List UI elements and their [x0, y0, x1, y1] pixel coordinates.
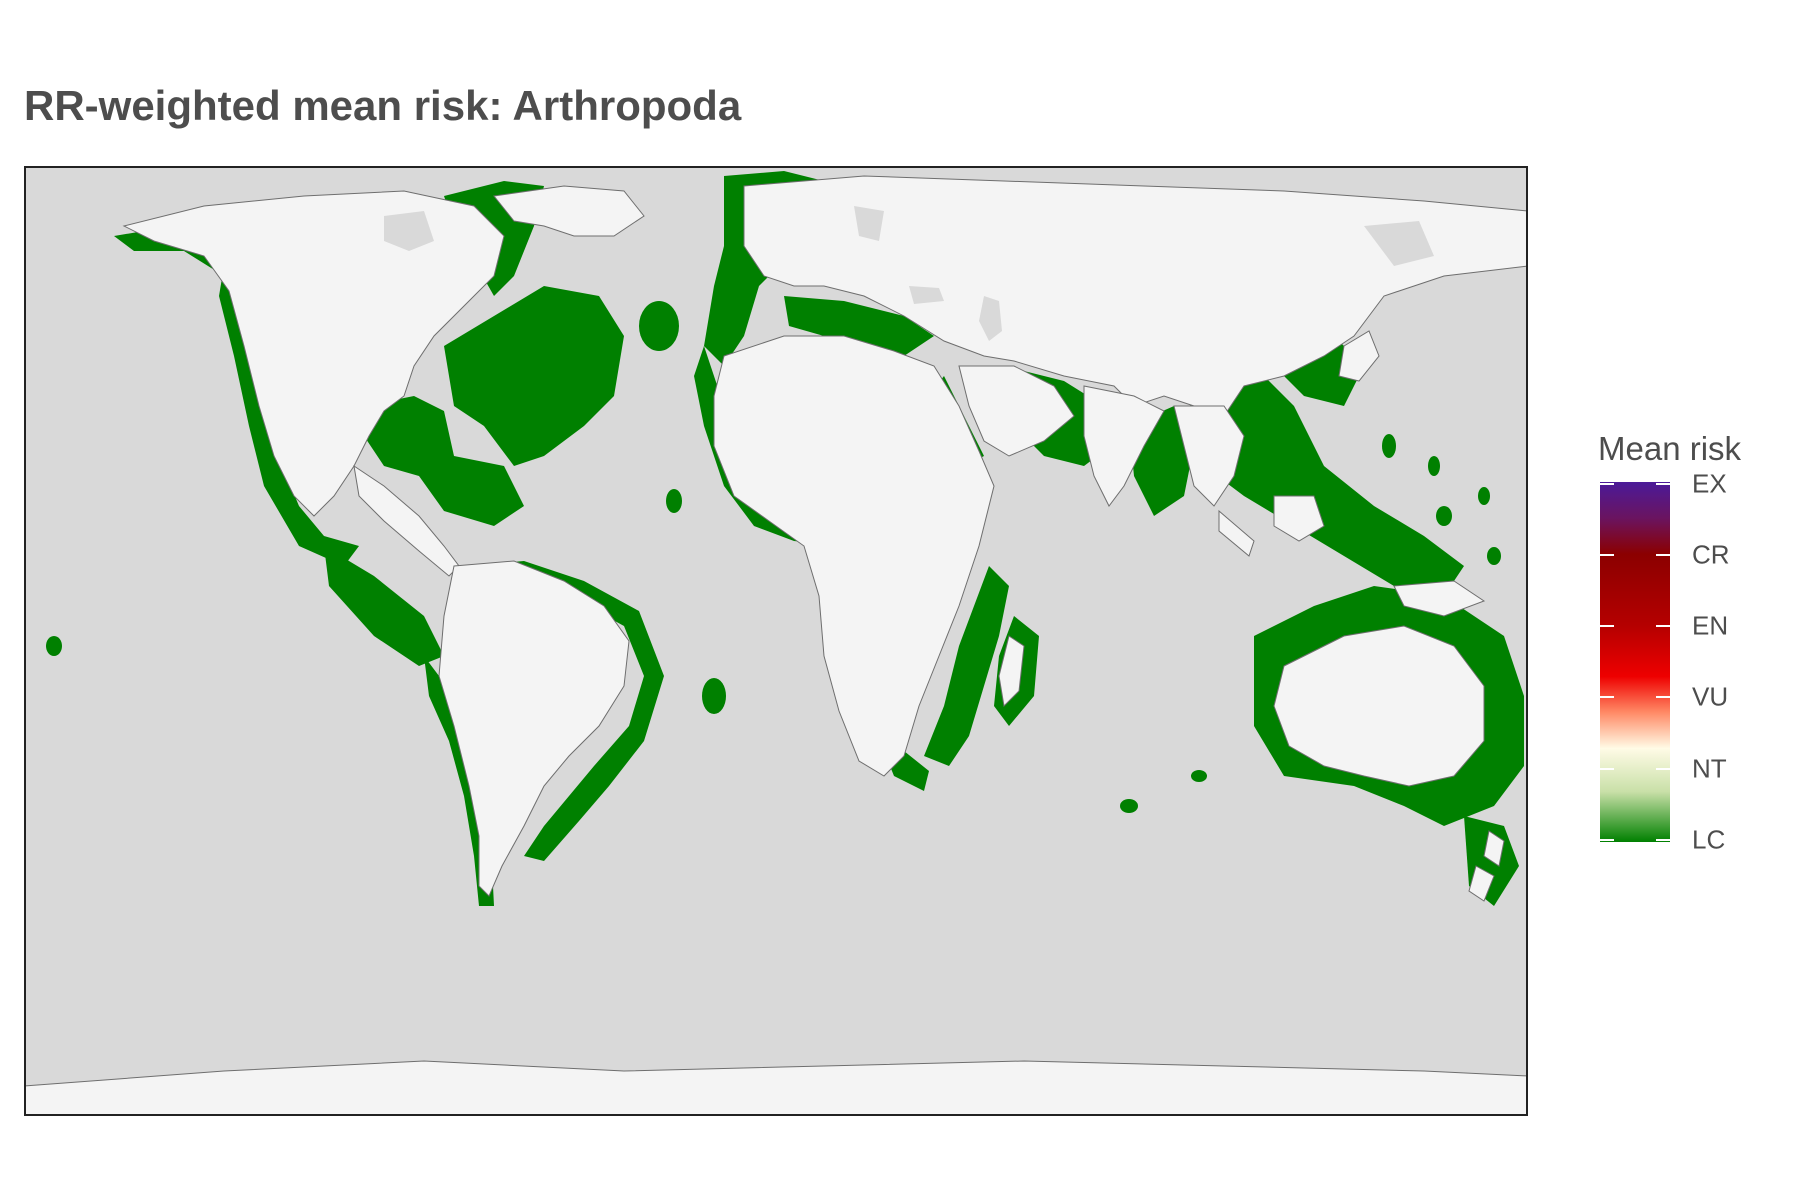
land-borneo	[1273, 495, 1325, 542]
risk-zone-gulf-caribbean	[364, 396, 524, 526]
land-greenland	[493, 185, 645, 237]
risk-zone-west-africa	[694, 346, 844, 546]
legend: Mean risk EX CR EN VU	[1598, 430, 1788, 855]
risk-zone-north-atlantic-west	[444, 286, 624, 466]
land-north-america	[122, 190, 505, 517]
world-map-svg	[24, 166, 1528, 1116]
legend-title: Mean risk	[1598, 430, 1742, 467]
land-australia	[1273, 625, 1485, 787]
land-masses	[24, 175, 1528, 1116]
legend-label-lc: LC	[1692, 824, 1726, 855]
risk-zone-st-helena	[702, 678, 726, 714]
land-antarctica	[24, 1060, 1528, 1116]
risk-zone-south-indian-island	[1120, 799, 1138, 813]
world-map	[24, 166, 1528, 1116]
legend-label-en: EN	[1692, 610, 1729, 641]
land-new-guinea	[1393, 580, 1486, 617]
legend-ticks	[1600, 483, 1670, 841]
water-hudson-bay	[384, 211, 434, 251]
legend-gradient	[1600, 482, 1670, 842]
risk-zone-pacific-island-5	[1487, 547, 1501, 565]
map-border	[24, 166, 1528, 1116]
risk-zone-pacific-island-1	[1382, 434, 1396, 458]
legend-label-ex: EX	[1692, 468, 1727, 499]
inland-water	[384, 206, 1434, 341]
risk-zone-mediterranean	[784, 296, 934, 356]
legend-label-vu: VU	[1692, 681, 1729, 712]
land-south-america	[438, 560, 630, 897]
water-black-sea	[909, 286, 944, 304]
risk-zone-se-asia	[1189, 366, 1464, 596]
risk-zone-east-africa	[924, 566, 1009, 766]
risk-zone-pacific-island-2	[1428, 456, 1440, 476]
land-india	[1083, 385, 1165, 507]
land-arabia	[958, 365, 1075, 457]
land-africa	[713, 335, 995, 777]
legend-label-nt: NT	[1692, 753, 1727, 784]
map-title: RR-weighted mean risk: Arthropoda	[24, 82, 742, 129]
risk-zone-hawaii	[46, 636, 62, 656]
risk-zone-cape-verde	[666, 489, 682, 513]
risk-zone-azores	[639, 301, 679, 351]
land-new-zealand-north	[1483, 830, 1505, 867]
land-madagascar	[998, 635, 1025, 708]
land-indochina	[1173, 405, 1245, 507]
risk-zone-central-america-pacific	[324, 546, 444, 666]
water-caspian-sea	[979, 296, 1002, 341]
land-japan	[1338, 330, 1380, 382]
land-sumatra	[1218, 509, 1255, 557]
water-baltic-sea	[854, 206, 884, 241]
risk-zone-pacific-island-3	[1478, 487, 1490, 505]
land-new-zealand-south	[1468, 865, 1495, 902]
legend-color-bar	[1600, 482, 1670, 842]
water-sea-of-okhotsk	[1364, 221, 1434, 266]
risk-zone-sa-west-coast	[424, 656, 494, 906]
risk-zone-pacific-island-4	[1436, 506, 1452, 526]
risk-zone-kerguelen	[1191, 770, 1207, 782]
legend-label-cr: CR	[1692, 539, 1730, 570]
